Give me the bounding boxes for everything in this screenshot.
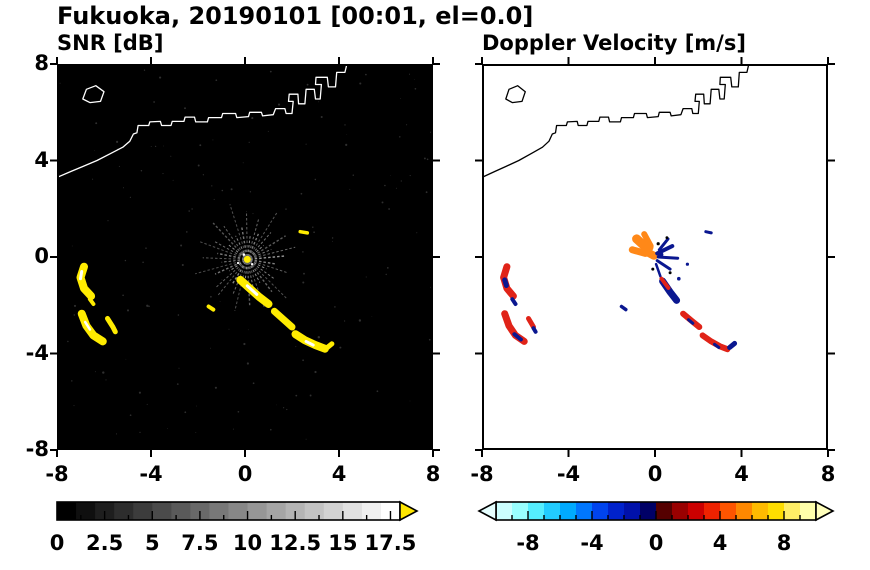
snr-cbar-label-7.5: 7.5: [181, 531, 219, 555]
snr-panel-title: SNR [dB]: [57, 31, 164, 55]
echo-layer: [500, 230, 738, 353]
vel-xtick-label-8: 8: [820, 462, 836, 486]
snr-ytick-label-0: 0: [34, 244, 49, 268]
vel-cbar-label--4: -4: [580, 531, 604, 555]
snr-cbar-label-5: 5: [144, 531, 160, 555]
snr-plot: [50, 57, 440, 457]
snr-colorbar: [56, 500, 419, 522]
colorbar-left-arrow: [477, 500, 497, 522]
colorbar-right-arrow: [815, 500, 835, 522]
colorbar-right-arrow: [399, 500, 419, 522]
snr-cbar-label-10: 10: [232, 531, 263, 555]
snr-cbar-label-15: 15: [328, 531, 358, 555]
radar-clutter-rays: [194, 204, 296, 312]
snr-xtick-label-8: 8: [425, 462, 441, 486]
snr-axis-ticks: [50, 57, 440, 457]
vel-xtick-label-0: 0: [647, 462, 663, 486]
snr-xtick-label--8: -8: [45, 462, 69, 486]
snr-ytick-label-8: 8: [34, 51, 49, 75]
coastline: [482, 64, 750, 178]
vel-xtick-label-4: 4: [734, 462, 749, 486]
echo-layer: [76, 229, 335, 353]
snr-xtick-label--4: -4: [139, 462, 163, 486]
snr-frame: [57, 64, 433, 450]
vel-cbar-label-0: 0: [648, 531, 664, 555]
vel-cbar-label-8: 8: [776, 531, 792, 555]
vel-xtick-label--8: -8: [470, 462, 494, 486]
colorbar-cells: [57, 502, 401, 520]
vel-plot: [475, 57, 835, 457]
snr-ytick-label--8: -8: [25, 437, 49, 461]
vel-panel-title: Doppler Velocity [m/s]: [482, 31, 746, 55]
colorbar-cells: [496, 502, 817, 520]
figure-title: Fukuoka, 20190101 [00:01, el=0.0]: [57, 2, 534, 30]
vel-xtick-label--4: -4: [556, 462, 581, 486]
vel-content-layer: [482, 64, 828, 450]
vel-colorbar: [477, 500, 835, 522]
vel-axis-ticks: [475, 57, 835, 457]
snr-cbar-label-12.5: 12.5: [269, 531, 322, 555]
snr-cbar-label-2.5: 2.5: [86, 531, 124, 555]
vel-cbar-label--8: -8: [516, 531, 540, 555]
noise-speckle-layer: [59, 64, 433, 450]
vel-cbar-label-4: 4: [712, 531, 728, 555]
snr-cbar-label-17.5: 17.5: [364, 531, 417, 555]
colorbar-ticks: [511, 511, 801, 520]
snr-xtick-label-0: 0: [237, 462, 253, 486]
coastline: [57, 64, 348, 178]
colorbar-ticks: [80, 511, 392, 520]
snr-ytick-label--4: -4: [25, 340, 49, 365]
snr-cbar-label-0: 0: [49, 531, 65, 555]
snr-xtick-label-4: 4: [331, 462, 347, 486]
snr-ytick-label-4: 4: [34, 147, 49, 172]
vel-frame: [482, 64, 828, 450]
snr-content-layer: [57, 64, 433, 450]
